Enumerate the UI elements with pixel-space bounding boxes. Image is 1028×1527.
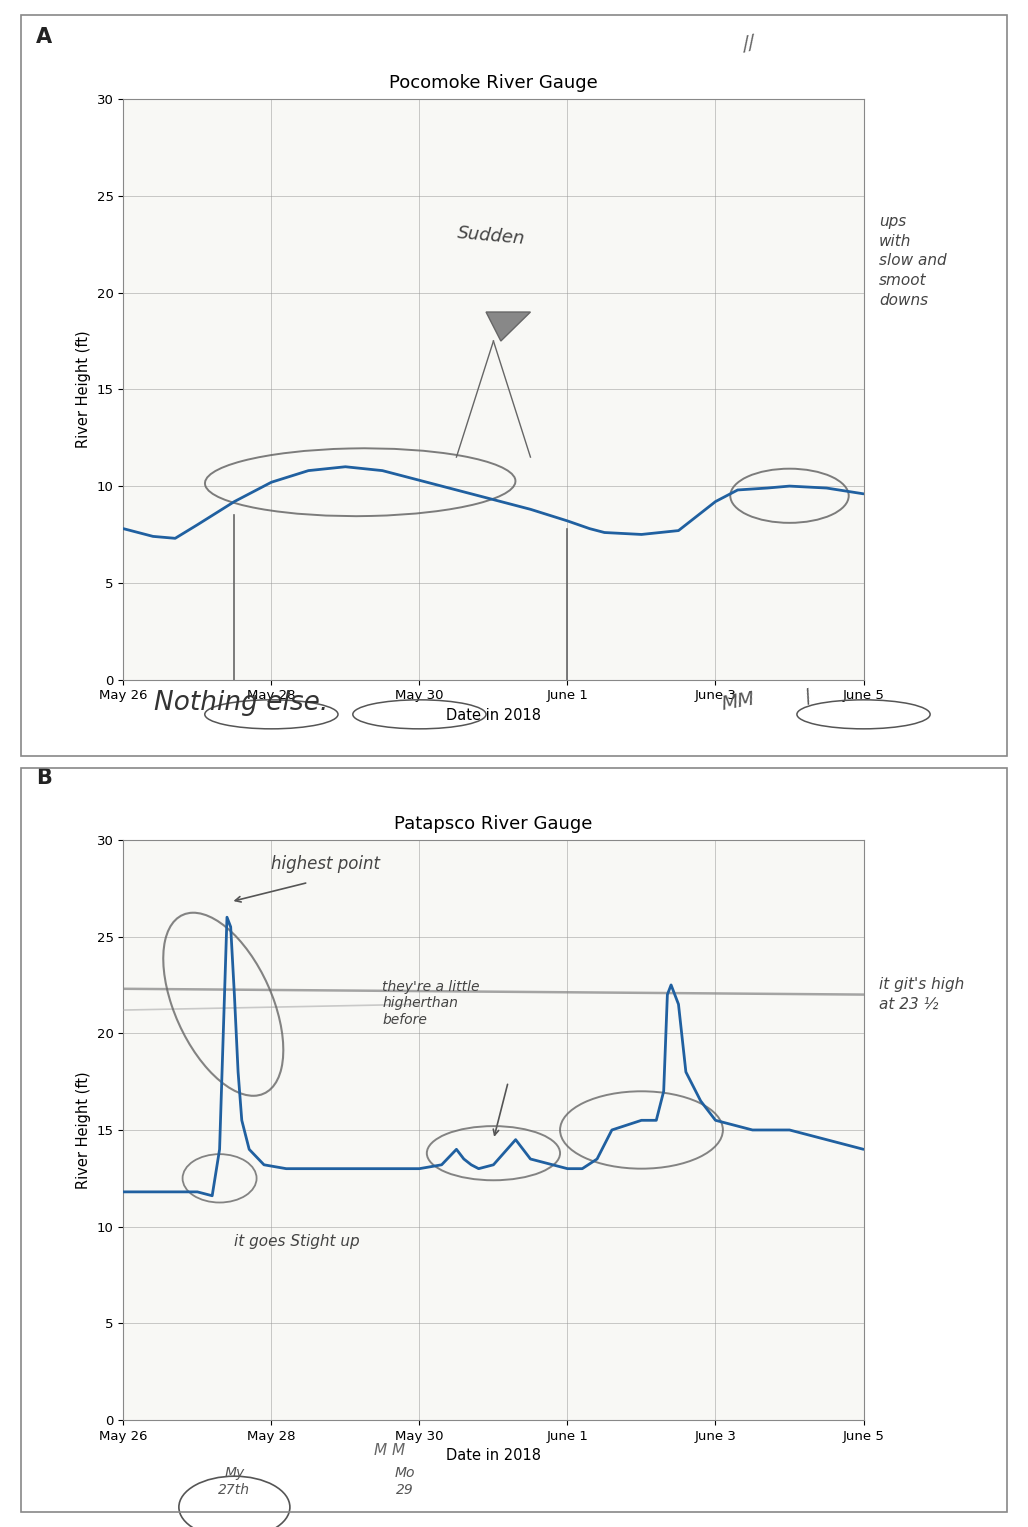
Text: it git's high
at 23 ½: it git's high at 23 ½: [879, 977, 964, 1012]
Text: they're a little
higherthan
before: they're a little higherthan before: [382, 980, 480, 1026]
Text: MM: MM: [720, 690, 757, 715]
Text: highest point: highest point: [271, 855, 380, 873]
Text: Sudden: Sudden: [456, 224, 525, 249]
Text: it goes Stight up: it goes Stight up: [234, 1234, 360, 1249]
Title: Pocomoke River Gauge: Pocomoke River Gauge: [389, 75, 598, 92]
Text: My
27th: My 27th: [218, 1466, 251, 1496]
X-axis label: Date in 2018: Date in 2018: [446, 1449, 541, 1463]
Text: Mo
29: Mo 29: [395, 1466, 415, 1496]
Y-axis label: River Height (ft): River Height (ft): [76, 1070, 91, 1190]
Text: B: B: [36, 768, 51, 788]
Text: /: /: [802, 686, 814, 707]
Text: M M: M M: [374, 1443, 405, 1458]
Text: ups
with
slow and
smoot
downs: ups with slow and smoot downs: [879, 214, 947, 308]
Y-axis label: River Height (ft): River Height (ft): [76, 330, 91, 449]
X-axis label: Date in 2018: Date in 2018: [446, 709, 541, 722]
Polygon shape: [486, 312, 530, 341]
Text: //: //: [740, 34, 758, 55]
Text: A: A: [36, 27, 52, 47]
Title: Patapsco River Gauge: Patapsco River Gauge: [395, 815, 592, 832]
Text: Nothing else.: Nothing else.: [154, 690, 329, 716]
